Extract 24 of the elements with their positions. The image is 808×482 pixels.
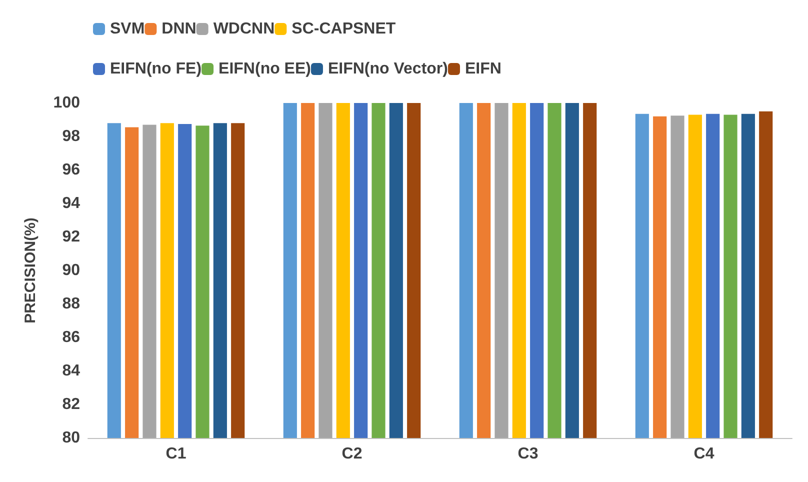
y-tick-label: 88 [62,296,80,312]
legend-label: EIFN(no Vector) [328,60,448,78]
y-tick-label: 82 [62,396,80,413]
y-tick-label: 100 [53,94,80,112]
legend-label: WDCNN [213,20,275,38]
y-tick-label: 94 [62,195,80,212]
y-tick-label: 80 [62,430,80,446]
x-tick-label: C3 [518,446,538,462]
y-tick-label: 98 [62,128,80,145]
legend-label: DNN [162,20,196,38]
y-axis-title: PRECISION(%) [22,218,39,324]
y-tick-label: 92 [62,228,80,246]
y-tick-label: 86 [62,329,80,346]
legend-label: SC-CAPSNET [292,20,396,38]
x-tick-label: C4 [694,446,714,462]
legend-label: EIFN(no FE) [110,60,202,78]
x-tick-label: C1 [166,446,186,462]
y-tick-label: 90 [62,262,80,279]
legend-label: EIFN(no EE) [218,60,311,78]
legend-label: SVM [110,20,145,38]
y-tick-label: 96 [62,162,80,178]
x-tick-label: C2 [342,446,362,462]
legend-label: EIFN [464,60,502,78]
y-tick-label: 84 [62,362,80,380]
